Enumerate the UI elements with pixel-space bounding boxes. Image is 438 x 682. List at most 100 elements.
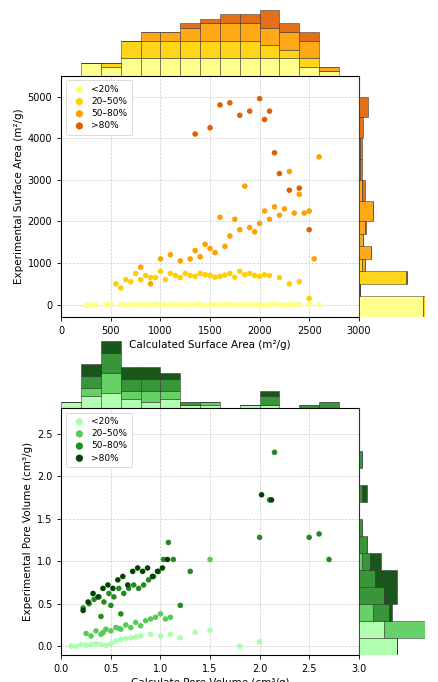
Point bbox=[192, 299, 199, 310]
Bar bbox=[260, 405, 279, 408]
Bar bbox=[406, 271, 407, 284]
Point bbox=[164, 554, 171, 565]
Bar bbox=[359, 117, 363, 138]
Point bbox=[132, 268, 139, 279]
Point bbox=[129, 566, 136, 577]
Bar bbox=[359, 222, 365, 234]
Point bbox=[122, 619, 129, 630]
Point bbox=[165, 537, 172, 548]
Point bbox=[246, 299, 253, 310]
Point bbox=[157, 608, 164, 619]
Point bbox=[92, 625, 99, 636]
Bar bbox=[279, 58, 299, 76]
Bar bbox=[200, 19, 220, 23]
Point bbox=[127, 299, 134, 310]
Point bbox=[144, 563, 151, 574]
Point bbox=[258, 490, 265, 501]
Bar bbox=[121, 399, 141, 408]
Bar bbox=[365, 222, 366, 234]
Point bbox=[98, 629, 105, 640]
Point bbox=[236, 110, 243, 121]
Point bbox=[170, 554, 177, 565]
Point bbox=[85, 598, 92, 609]
Bar bbox=[160, 399, 180, 408]
Legend: <20%, 20–50%, 50–80%, >80%: <20%, 20–50%, 50–80%, >80% bbox=[66, 413, 132, 467]
Bar bbox=[359, 201, 374, 222]
Bar bbox=[384, 587, 397, 604]
Point bbox=[316, 299, 323, 310]
Point bbox=[88, 631, 95, 642]
Bar bbox=[200, 402, 220, 405]
Y-axis label: Experimental Pore Volume (cm³/g): Experimental Pore Volume (cm³/g) bbox=[23, 442, 32, 621]
Point bbox=[236, 224, 243, 235]
Bar bbox=[180, 402, 200, 405]
Bar bbox=[141, 402, 160, 408]
Bar bbox=[319, 402, 339, 408]
Point bbox=[157, 254, 164, 265]
Point bbox=[207, 270, 214, 281]
Y-axis label: Experimental Surface Area (m²/g): Experimental Surface Area (m²/g) bbox=[14, 108, 24, 284]
Legend: <20%, 20–50%, 50–80%, >80%: <20%, 20–50%, 50–80%, >80% bbox=[66, 80, 132, 135]
Bar bbox=[389, 604, 392, 621]
Bar bbox=[220, 14, 240, 23]
Bar bbox=[361, 552, 370, 569]
Bar bbox=[121, 391, 141, 399]
Point bbox=[117, 282, 124, 293]
Point bbox=[182, 268, 189, 279]
Point bbox=[177, 299, 184, 310]
Point bbox=[216, 299, 223, 310]
Point bbox=[271, 201, 278, 212]
Bar bbox=[180, 405, 200, 408]
Point bbox=[266, 106, 273, 117]
Bar bbox=[61, 402, 81, 408]
Bar bbox=[373, 604, 389, 621]
Point bbox=[201, 300, 208, 311]
Point bbox=[152, 299, 159, 310]
Point bbox=[226, 98, 233, 108]
Point bbox=[127, 622, 134, 633]
Point bbox=[246, 268, 253, 279]
Bar bbox=[359, 552, 361, 569]
Point bbox=[122, 274, 129, 285]
Point bbox=[83, 300, 90, 311]
Bar bbox=[240, 14, 260, 23]
Bar bbox=[160, 391, 180, 399]
Point bbox=[266, 270, 273, 281]
Point bbox=[271, 299, 278, 310]
Point bbox=[162, 299, 169, 310]
Bar bbox=[384, 621, 425, 638]
Point bbox=[301, 207, 308, 218]
Point bbox=[325, 554, 332, 565]
Point bbox=[201, 269, 208, 280]
Bar bbox=[359, 451, 361, 468]
Point bbox=[207, 243, 214, 254]
Point bbox=[177, 272, 184, 283]
Bar bbox=[141, 32, 160, 41]
Point bbox=[177, 256, 184, 267]
Point bbox=[236, 299, 243, 310]
Point bbox=[88, 639, 95, 650]
Bar bbox=[81, 63, 101, 76]
Point bbox=[135, 583, 142, 594]
Point bbox=[266, 299, 273, 310]
Point bbox=[172, 298, 179, 309]
Point bbox=[241, 269, 248, 280]
Bar bbox=[180, 27, 200, 41]
Point bbox=[117, 634, 124, 645]
Bar bbox=[180, 58, 200, 76]
Point bbox=[207, 122, 214, 133]
Point bbox=[80, 602, 87, 613]
Point bbox=[104, 580, 111, 591]
Point bbox=[137, 631, 144, 642]
Point bbox=[276, 210, 283, 221]
Point bbox=[226, 299, 233, 310]
Point bbox=[124, 580, 131, 591]
Point bbox=[256, 636, 263, 647]
Point bbox=[286, 166, 293, 177]
Point bbox=[231, 299, 238, 310]
Point bbox=[89, 588, 96, 599]
Point bbox=[251, 226, 258, 237]
Bar bbox=[240, 58, 260, 76]
Point bbox=[107, 600, 114, 611]
X-axis label: Calculated Surface Area (m²/g): Calculated Surface Area (m²/g) bbox=[129, 340, 291, 351]
